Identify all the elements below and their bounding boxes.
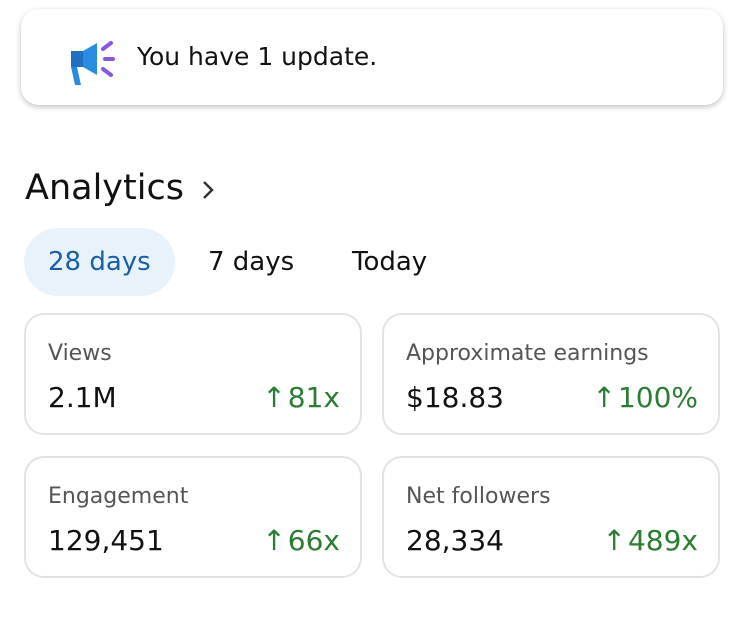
stat-change: ↑100%	[592, 381, 698, 414]
stat-value: 129,451	[48, 524, 164, 557]
stat-card[interactable]: Net followers 28,334 ↑489x	[382, 456, 720, 578]
stat-card[interactable]: Views 2.1M ↑81x	[24, 313, 362, 435]
chevron[interactable]	[200, 178, 216, 202]
up-arrow: ↑	[262, 381, 286, 414]
stat-change: ↑81x	[262, 381, 340, 414]
megaphone-icon	[71, 41, 115, 85]
notification-text: You have 1 update.	[137, 42, 378, 71]
up-arrow: ↑	[592, 381, 616, 414]
stat-change: ↑489x	[603, 524, 698, 557]
stat-label: Net followers	[406, 484, 551, 509]
stat-label: Views	[48, 341, 112, 366]
tab[interactable]: 28 days	[24, 228, 175, 296]
stat-label: Engagement	[48, 484, 189, 509]
stat-label: Approximate earnings	[406, 341, 649, 366]
notification[interactable]: You have 1 update.	[21, 9, 723, 105]
tab[interactable]: Today	[352, 247, 428, 277]
stat-change: ↑66x	[262, 524, 340, 557]
stat-value: $18.83	[406, 381, 504, 414]
stat-value: 28,334	[406, 524, 504, 557]
change-value: 489x	[627, 524, 698, 557]
stat-card[interactable]: Approximate earnings $18.83 ↑100%	[382, 313, 720, 435]
stat-value: 2.1M	[48, 381, 117, 414]
stat-card[interactable]: Engagement 129,451 ↑66x	[24, 456, 362, 578]
up-arrow: ↑	[262, 524, 286, 557]
change-value: 66x	[287, 524, 340, 557]
change-value: 100%	[617, 381, 698, 414]
up-arrow: ↑	[602, 524, 626, 557]
change-value: 81x	[287, 381, 340, 414]
tab[interactable]: 7 days	[208, 247, 295, 277]
section-title[interactable]: Analytics	[25, 168, 184, 208]
